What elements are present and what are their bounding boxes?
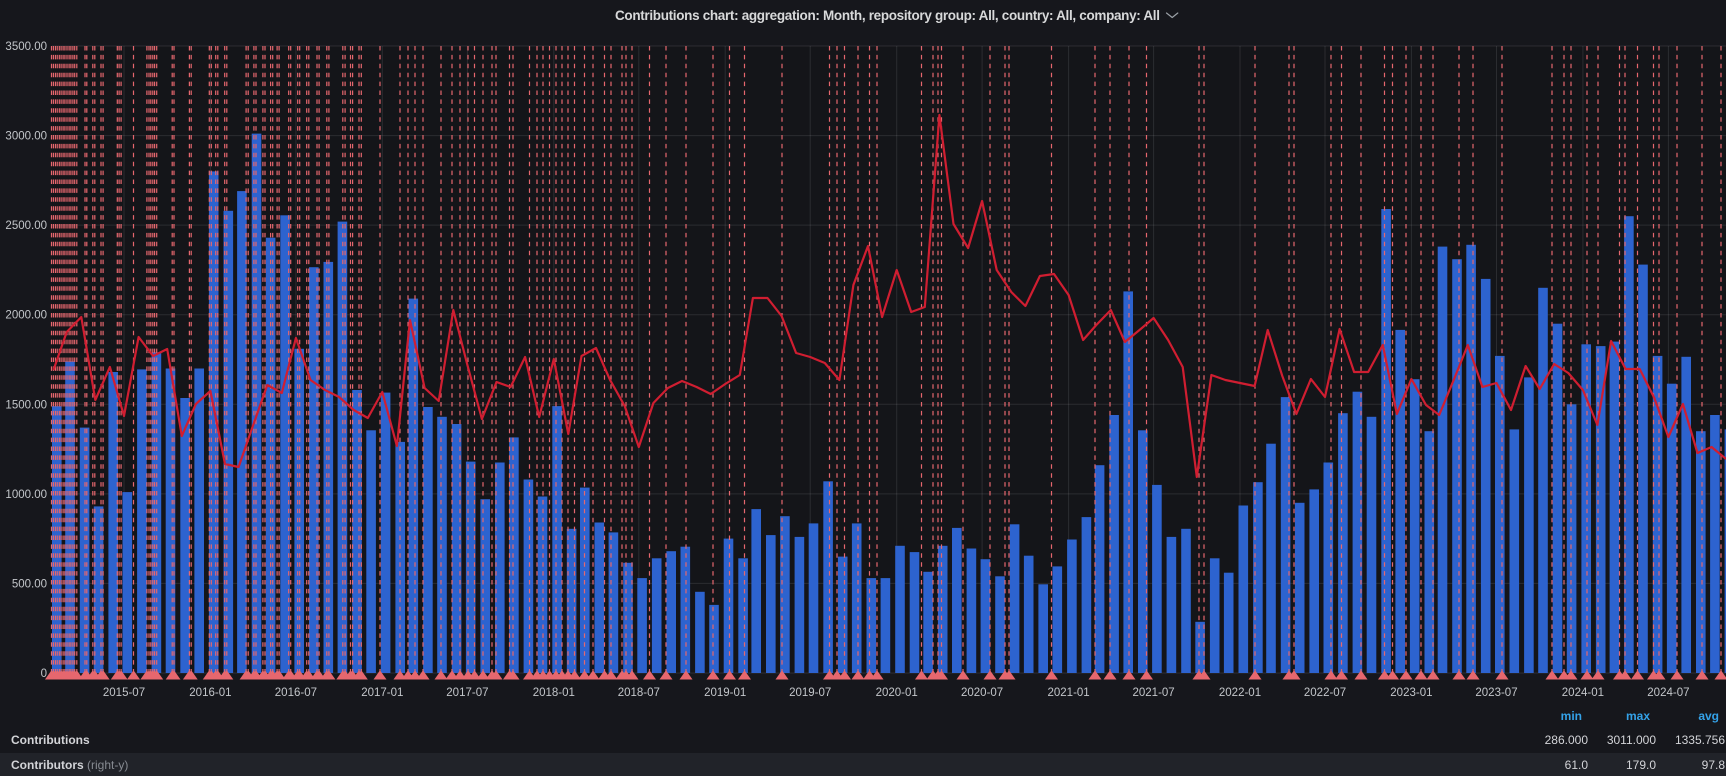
svg-text:179.0: 179.0	[1626, 758, 1656, 772]
svg-text:0: 0	[41, 668, 47, 680]
svg-text:2000.00: 2000.00	[5, 310, 47, 322]
svg-text:1500.00: 1500.00	[5, 399, 47, 411]
svg-text:min: min	[1561, 709, 1582, 723]
svg-text:2023-07: 2023-07	[1475, 687, 1517, 699]
svg-text:2021-01: 2021-01	[1047, 687, 1089, 699]
svg-text:2024-01: 2024-01	[1562, 687, 1604, 699]
svg-text:286.000: 286.000	[1545, 733, 1589, 747]
svg-text:2017-07: 2017-07	[446, 687, 488, 699]
svg-text:2020-01: 2020-01	[876, 687, 918, 699]
svg-text:2016-01: 2016-01	[189, 687, 231, 699]
svg-text:2019-07: 2019-07	[789, 687, 831, 699]
svg-text:97.8: 97.8	[1702, 758, 1726, 772]
svg-text:avg: avg	[1698, 709, 1719, 723]
svg-text:3500.00: 3500.00	[5, 41, 47, 53]
svg-text:2021-07: 2021-07	[1132, 687, 1174, 699]
svg-text:Contributions chart: aggregati: Contributions chart: aggregation: Month,…	[615, 8, 1160, 23]
svg-text:Contributions: Contributions	[11, 733, 90, 747]
svg-text:2018-01: 2018-01	[533, 687, 575, 699]
svg-text:2015-07: 2015-07	[103, 687, 145, 699]
svg-text:max: max	[1626, 709, 1650, 723]
svg-text:2017-01: 2017-01	[361, 687, 403, 699]
svg-text:1000.00: 1000.00	[5, 489, 47, 501]
svg-text:Contributors (right-y): Contributors (right-y)	[11, 758, 128, 772]
svg-text:3011.000: 3011.000	[1607, 733, 1656, 747]
svg-text:2020-07: 2020-07	[961, 687, 1003, 699]
svg-text:2022-01: 2022-01	[1219, 687, 1261, 699]
svg-text:2024-07: 2024-07	[1647, 687, 1689, 699]
svg-text:2500.00: 2500.00	[5, 220, 47, 232]
svg-text:1335.756: 1335.756	[1675, 733, 1725, 747]
svg-text:2022-07: 2022-07	[1304, 687, 1346, 699]
svg-text:2023-01: 2023-01	[1390, 687, 1432, 699]
svg-text:2016-07: 2016-07	[275, 687, 317, 699]
svg-text:500.00: 500.00	[12, 578, 47, 590]
svg-text:61.0: 61.0	[1565, 758, 1589, 772]
svg-text:2018-07: 2018-07	[618, 687, 660, 699]
svg-text:2019-01: 2019-01	[704, 687, 746, 699]
svg-text:3000.00: 3000.00	[5, 131, 47, 143]
